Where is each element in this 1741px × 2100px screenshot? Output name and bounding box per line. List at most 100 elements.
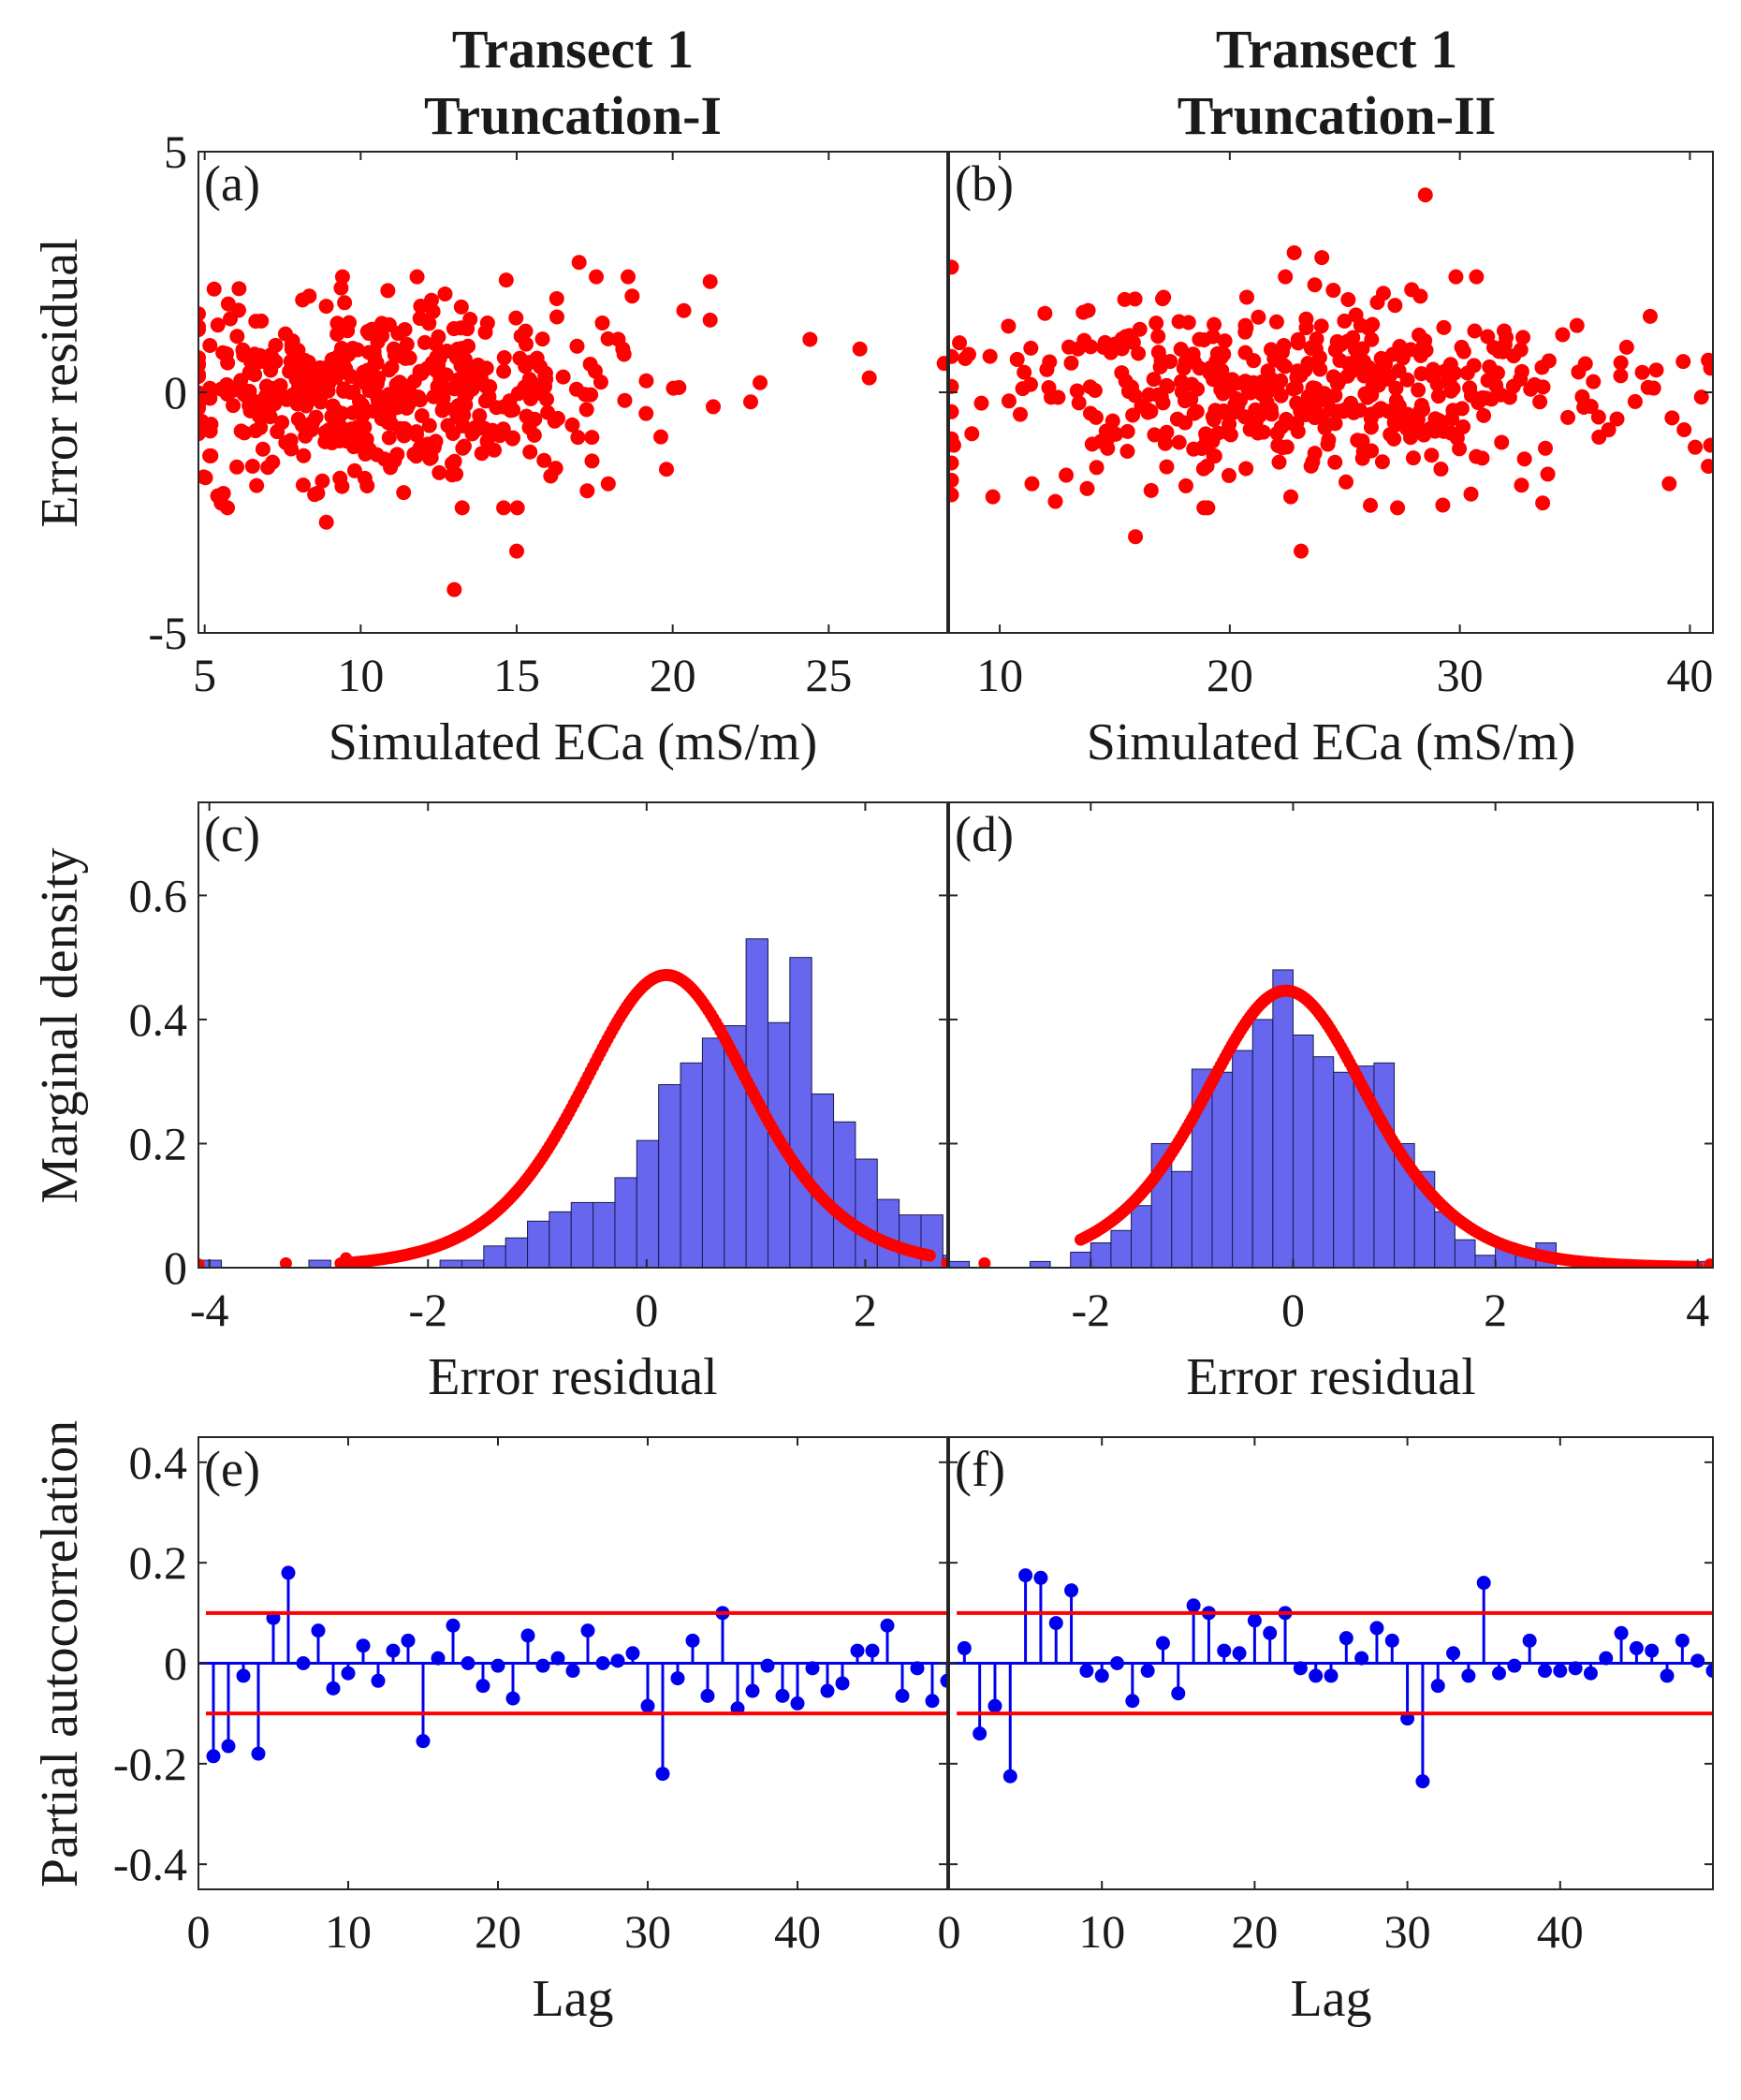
stem-marker — [1155, 1636, 1170, 1651]
scatter-point — [1613, 368, 1629, 384]
scatter-point — [396, 485, 412, 501]
scatter-point — [358, 375, 373, 391]
scatter-point — [318, 514, 334, 530]
scatter-point — [477, 324, 493, 340]
scatter-point — [429, 363, 445, 379]
scatter-point — [1128, 529, 1144, 545]
scatter-point — [198, 357, 206, 373]
scatter-point — [1327, 416, 1343, 432]
scatter-point — [412, 363, 428, 379]
scatter-point — [1141, 387, 1157, 403]
scatter-point — [1476, 407, 1492, 423]
stem-marker — [1446, 1646, 1461, 1661]
scatter-point — [1364, 331, 1380, 347]
stem-marker — [520, 1628, 535, 1643]
scatter-point — [237, 425, 253, 441]
scatter-point — [1071, 395, 1087, 411]
y-tick-label: 0.6 — [129, 869, 188, 921]
histogram-bar — [1474, 1255, 1497, 1268]
scatter-point — [1609, 411, 1625, 427]
stem-marker — [446, 1618, 461, 1633]
scatter-point — [1379, 371, 1395, 387]
scatter-point — [1079, 480, 1095, 496]
x-tick-label: 30 — [624, 1905, 671, 1958]
histogram-bar — [1292, 1035, 1314, 1268]
scatter-point — [284, 341, 300, 357]
x-tick-label: 5 — [193, 649, 216, 701]
histogram-bar — [1070, 1251, 1091, 1268]
scatter-point — [496, 363, 512, 379]
scatter-point — [1404, 282, 1420, 298]
scatter-point — [1412, 404, 1427, 419]
scatter-point — [453, 299, 469, 315]
x-tick-label: 30 — [1384, 1905, 1431, 1958]
y-tick-label: -5 — [148, 607, 187, 659]
scatter-point — [210, 317, 226, 333]
stem-marker — [1629, 1640, 1644, 1655]
stem-marker — [835, 1676, 850, 1691]
scatter-point — [1270, 437, 1286, 453]
x-tick-label: 10 — [325, 1905, 372, 1958]
scatter-point — [220, 355, 236, 371]
scatter-point — [408, 424, 424, 440]
stem-marker — [1537, 1664, 1552, 1679]
scatter-point — [1152, 359, 1168, 374]
scatter-point — [1069, 383, 1085, 399]
scatter-point — [1354, 450, 1370, 466]
x-axis-label: Error residual — [428, 1348, 717, 1406]
panel-tag: (f) — [955, 1441, 1005, 1497]
scatter-point — [1532, 394, 1548, 410]
x-tick-label: 20 — [475, 1905, 521, 1958]
histogram-bar — [505, 1237, 529, 1268]
panel-tag: (b) — [955, 155, 1014, 212]
column-title-right-line2: Truncation-II — [1178, 85, 1497, 146]
scatter-point — [518, 336, 534, 352]
scatter-point — [1467, 323, 1483, 339]
scatter-point — [295, 477, 311, 493]
density-fit-point — [198, 1258, 205, 1268]
scatter-point — [402, 350, 417, 366]
scatter-point — [1688, 439, 1704, 455]
y-tick-label: 0.2 — [129, 1536, 188, 1589]
scatter-point — [425, 303, 441, 319]
stem-marker — [1247, 1613, 1262, 1628]
scatter-point — [454, 341, 470, 357]
scatter-point — [1337, 313, 1353, 329]
stem-marker — [341, 1666, 356, 1681]
scatter-point — [1538, 440, 1554, 456]
scatter-point — [296, 448, 312, 463]
scatter-point — [381, 387, 397, 403]
scatter-point — [549, 309, 564, 325]
scatter-point — [985, 489, 1001, 505]
scatter-point — [202, 380, 218, 396]
histogram-bar — [833, 1121, 856, 1268]
scatter-point — [334, 405, 350, 421]
stem-marker — [1614, 1625, 1629, 1640]
scatter-point — [474, 446, 490, 462]
scatter-point — [344, 340, 360, 356]
scatter-point — [1238, 320, 1254, 336]
scatter-point — [852, 341, 868, 357]
scatter-point — [270, 424, 285, 440]
scatter-point — [1114, 365, 1130, 381]
scatter-point — [1411, 382, 1426, 398]
scatter-point — [198, 470, 213, 486]
scatter-point — [1513, 371, 1529, 387]
scatter-point — [263, 362, 279, 378]
scatter-point — [252, 408, 268, 424]
scatter-point — [1325, 283, 1341, 299]
stem-marker — [685, 1633, 700, 1648]
scatter-point — [495, 421, 511, 437]
scatter-point — [220, 296, 236, 312]
scatter-point — [1009, 351, 1025, 367]
scatter-point — [1169, 411, 1185, 427]
x-tick-label: 30 — [1437, 649, 1484, 701]
scatter-point — [1399, 420, 1415, 436]
scatter-point — [1127, 388, 1143, 404]
scatter-point — [518, 323, 534, 339]
scatter-point — [1001, 318, 1017, 334]
stem-marker — [805, 1661, 820, 1676]
scatter-point — [1675, 354, 1691, 370]
scatter-point — [1146, 372, 1162, 388]
scatter-point — [1664, 410, 1680, 426]
